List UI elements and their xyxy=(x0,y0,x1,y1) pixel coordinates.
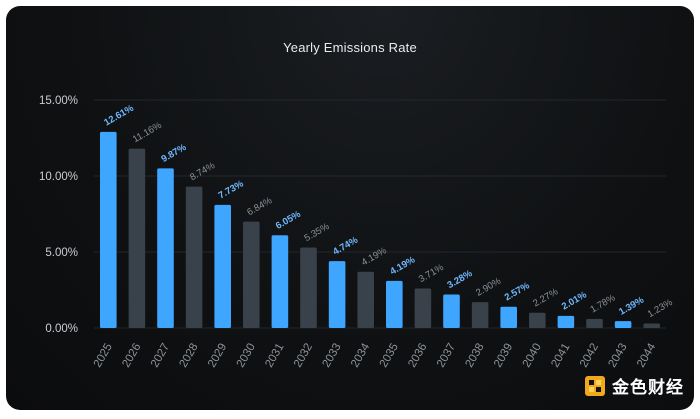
bar-2025 xyxy=(100,131,117,328)
bar-2042 xyxy=(586,318,603,328)
bar-2038 xyxy=(471,302,489,328)
chart-title: Yearly Emissions Rate xyxy=(283,40,417,55)
y-tick-label: 15.00% xyxy=(39,95,78,107)
bar-2037 xyxy=(443,294,460,328)
data-label-2028: 8.74% xyxy=(188,160,217,183)
bar-2036 xyxy=(414,288,432,328)
x-tick-label-2039: 2039 xyxy=(492,342,515,370)
x-tick-label-2033: 2033 xyxy=(321,342,344,370)
chart-card: Yearly Emissions Rate 0.00% 5.00% 10.00% 15… xyxy=(6,6,694,410)
x-tick-label-2028: 2028 xyxy=(178,342,201,370)
data-label-2037: 3.28% xyxy=(446,268,475,291)
x-tick-label-2029: 2029 xyxy=(206,342,229,370)
data-label-2025: 12.61% xyxy=(102,103,136,129)
data-label-2030: 6.84% xyxy=(245,195,274,218)
x-tick-label-2032: 2032 xyxy=(292,342,315,370)
x-tick-label-2031: 2031 xyxy=(263,342,286,370)
y-tick-label: 5.00% xyxy=(45,247,78,259)
bar-2035 xyxy=(386,280,403,328)
x-tick-label-2037: 2037 xyxy=(435,342,458,370)
x-tick-label-2043: 2043 xyxy=(607,342,630,370)
x-tick-label-2036: 2036 xyxy=(406,342,429,370)
x-tick-label-2025: 2025 xyxy=(92,342,115,370)
data-label-2031: 6.05% xyxy=(274,209,303,232)
x-tick-label-2042: 2042 xyxy=(578,342,601,370)
y-tick-label: 0.00% xyxy=(45,323,78,335)
x-tick-label-2035: 2035 xyxy=(378,342,401,370)
watermark-logo-icon xyxy=(585,375,605,396)
x-tick-label-2044: 2044 xyxy=(635,341,658,370)
data-label-2042: 1.78% xyxy=(589,292,618,315)
data-label-2027: 9.87% xyxy=(160,142,189,165)
bar-2041 xyxy=(557,315,575,328)
x-tick-label-2034: 2034 xyxy=(349,341,372,370)
bar-2033 xyxy=(328,261,346,328)
data-label-2044: 1.23% xyxy=(646,297,675,320)
bar-2032 xyxy=(300,247,317,328)
x-tick-label-2041: 2041 xyxy=(549,342,572,370)
bar-chart: 0.00% 5.00% 10.00% 15.00% 12.61% 2025 11.16% 20… xyxy=(39,95,675,370)
watermark-text: 金色财经 xyxy=(612,378,684,398)
data-label-2035: 4.19% xyxy=(388,254,417,277)
x-tick-label-2030: 2030 xyxy=(235,342,258,370)
data-label-2032: 5.35% xyxy=(303,221,332,244)
bar-2043 xyxy=(614,321,632,328)
data-label-2033: 4.74% xyxy=(331,234,360,257)
bar-2039 xyxy=(500,306,517,328)
x-tick-label-2026: 2026 xyxy=(120,342,143,370)
data-label-2040: 2.27% xyxy=(531,286,560,309)
data-label-2039: 2.57% xyxy=(503,280,532,303)
bar-2027 xyxy=(157,168,174,328)
bar-2029 xyxy=(214,204,231,328)
data-label-2038: 2.90% xyxy=(474,275,503,298)
data-label-2034: 4.19% xyxy=(360,245,389,268)
data-label-2026: 11.16% xyxy=(131,120,164,146)
bar-2034 xyxy=(357,271,374,328)
x-tick-label-2027: 2027 xyxy=(149,342,172,370)
data-label-2029: 7.73% xyxy=(217,178,246,201)
data-label-2043: 1.39% xyxy=(617,294,646,317)
bar-2028 xyxy=(185,186,203,328)
bar-2030 xyxy=(243,221,260,328)
bar-2044 xyxy=(643,323,660,328)
bar-2031 xyxy=(271,235,289,328)
x-tick-label-2038: 2038 xyxy=(464,342,487,370)
watermark: 金色财经 xyxy=(584,373,684,398)
data-label-2041: 2.01% xyxy=(560,289,589,312)
data-label-2036: 3.71% xyxy=(417,262,446,285)
bar-2026 xyxy=(128,148,146,328)
bar-2040 xyxy=(529,312,546,328)
x-tick-label-2040: 2040 xyxy=(521,342,544,370)
y-tick-label: 10.00% xyxy=(39,171,78,183)
